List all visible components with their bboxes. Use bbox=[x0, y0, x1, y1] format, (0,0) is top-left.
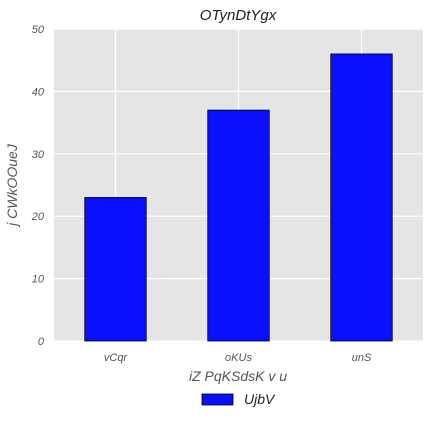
x-axis-label: iZ PqKSdsK v u bbox=[189, 368, 287, 384]
y-tick-label: 10 bbox=[32, 274, 45, 286]
bar-oKUs bbox=[207, 109, 270, 342]
x-tick-labels: vCqr oKUs unS bbox=[104, 352, 372, 364]
y-tick-label: 30 bbox=[32, 149, 45, 161]
legend-label: UjbV bbox=[244, 391, 276, 407]
y-tick-labels: 0 10 20 30 40 50 bbox=[31, 24, 45, 348]
y-tick-label: 0 bbox=[38, 336, 45, 348]
y-tick-label: 40 bbox=[32, 86, 45, 98]
bar-unS bbox=[330, 53, 393, 342]
bars bbox=[84, 53, 393, 342]
x-tick-label: vCqr bbox=[104, 352, 129, 364]
legend: UjbV bbox=[201, 391, 276, 407]
bar-vCqr bbox=[84, 197, 147, 342]
legend-swatch bbox=[201, 393, 234, 406]
y-tick-label: 20 bbox=[31, 211, 45, 223]
y-axis-label: j CWkOOueJ bbox=[4, 143, 20, 228]
chart-title: OTynDtYgx bbox=[200, 7, 277, 24]
x-tick-label: oKUs bbox=[225, 352, 252, 364]
y-tick-label: 50 bbox=[32, 24, 45, 36]
x-tick-label: unS bbox=[352, 352, 372, 364]
